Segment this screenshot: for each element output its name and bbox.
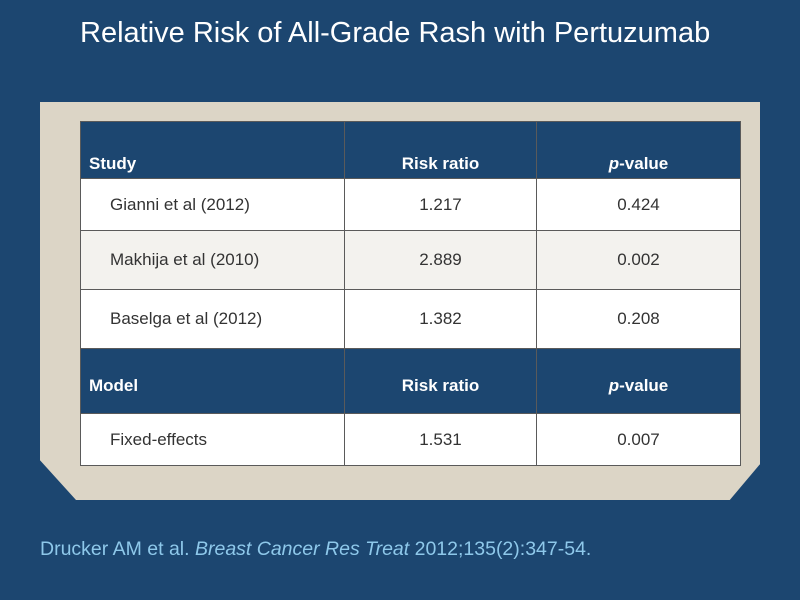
risk-ratio-table: Study Risk ratio p-value Gianni et al (2… [80, 121, 741, 466]
p-value-column-header: p-value [536, 348, 741, 414]
table-row: Gianni et al (2012) 1.217 0.424 [80, 178, 741, 231]
p-value-column-header: p-value [536, 121, 741, 179]
model-header-row: Model Risk ratio p-value [80, 348, 741, 414]
risk-ratio-value: 1.531 [344, 413, 537, 466]
study-name: Makhija et al (2010) [80, 230, 345, 290]
citation-details: 2012;135(2):347-54. [414, 538, 592, 560]
risk-ratio-column-header: Risk ratio [344, 121, 537, 179]
study-name: Baselga et al (2012) [80, 289, 345, 349]
table-row: Baselga et al (2012) 1.382 0.208 [80, 289, 741, 349]
risk-ratio-value: 2.889 [344, 230, 537, 290]
p-value: 0.208 [536, 289, 741, 349]
table-row: Makhija et al (2010) 2.889 0.002 [80, 230, 741, 290]
p-value: 0.002 [536, 230, 741, 290]
study-column-header: Study [80, 121, 345, 179]
p-value-suffix: -value [619, 376, 669, 395]
p-italic: p [608, 376, 620, 395]
citation: Drucker AM et al. Breast Cancer Res Trea… [40, 538, 591, 561]
slide-title: Relative Risk of All-Grade Rash with Per… [80, 17, 711, 49]
citation-authors: Drucker AM et al. [40, 538, 190, 560]
risk-ratio-value: 1.382 [344, 289, 537, 349]
study-name: Gianni et al (2012) [80, 178, 345, 231]
study-header-row: Study Risk ratio p-value [80, 121, 741, 179]
p-value-suffix: -value [619, 154, 669, 173]
citation-journal: Breast Cancer Res Treat [194, 538, 410, 560]
table-row: Fixed-effects 1.531 0.007 [80, 413, 741, 466]
model-column-header: Model [80, 348, 345, 414]
p-italic: p [608, 154, 620, 173]
risk-ratio-column-header: Risk ratio [344, 348, 537, 414]
p-value: 0.007 [536, 413, 741, 466]
model-name: Fixed-effects [80, 413, 345, 466]
p-value: 0.424 [536, 178, 741, 231]
risk-ratio-value: 1.217 [344, 178, 537, 231]
